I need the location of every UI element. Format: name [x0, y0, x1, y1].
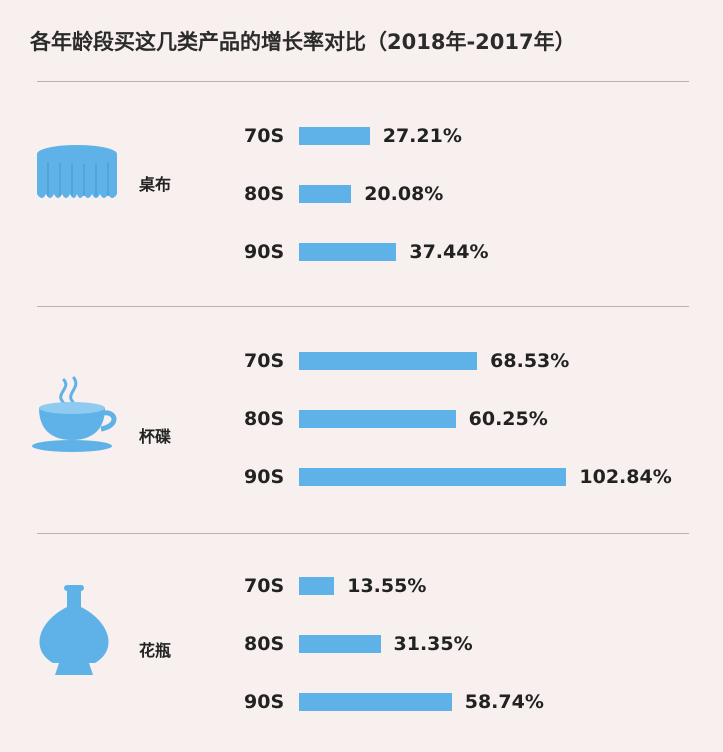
- age-label-tablecloth-70s: 70S: [244, 125, 285, 147]
- age-label-teacup-80s: 80S: [244, 408, 285, 430]
- value-label-tablecloth-90s: 37.44%: [409, 241, 489, 263]
- bar-vase-90s: [299, 693, 452, 711]
- bar-teacup-90s: [299, 468, 567, 486]
- value-label-teacup-90s: 102.84%: [579, 466, 672, 488]
- bar-vase-80s: [299, 635, 381, 653]
- value-label-vase-90s: 58.74%: [464, 691, 544, 713]
- chart-title: 各年龄段买这几类产品的增长率对比（2018年-2017年）: [30, 30, 576, 54]
- value-label-vase-80s: 31.35%: [393, 633, 473, 655]
- vase-icon: [39, 585, 109, 675]
- bar-tablecloth-90s: [299, 243, 397, 261]
- age-label-tablecloth-90s: 90S: [244, 241, 285, 263]
- tablecloth-icon: [37, 145, 117, 198]
- age-label-teacup-70s: 70S: [244, 350, 285, 372]
- bar-teacup-70s: [299, 352, 478, 370]
- teacup-icon: [32, 376, 117, 452]
- value-label-teacup-70s: 68.53%: [490, 350, 570, 372]
- age-label-vase-80s: 80S: [244, 633, 285, 655]
- divider-middle-1: [37, 306, 689, 307]
- value-label-teacup-80s: 60.25%: [468, 408, 548, 430]
- age-label-tablecloth-80s: 80S: [244, 183, 285, 205]
- bar-teacup-80s: [299, 410, 456, 428]
- value-label-tablecloth-80s: 20.08%: [364, 183, 444, 205]
- divider-middle-2: [37, 533, 689, 534]
- divider-top: [37, 81, 689, 82]
- value-label-vase-70s: 13.55%: [347, 575, 427, 597]
- age-label-teacup-90s: 90S: [244, 466, 285, 488]
- bar-tablecloth-70s: [299, 127, 370, 145]
- category-label-teacup: 杯碟: [139, 427, 172, 446]
- category-label-tablecloth: 桌布: [139, 175, 172, 194]
- age-label-vase-70s: 70S: [244, 575, 285, 597]
- bar-tablecloth-80s: [299, 185, 352, 203]
- age-label-vase-90s: 90S: [244, 691, 285, 713]
- bar-vase-70s: [299, 577, 335, 595]
- value-label-tablecloth-70s: 27.21%: [382, 125, 462, 147]
- category-label-vase: 花瓶: [139, 641, 172, 660]
